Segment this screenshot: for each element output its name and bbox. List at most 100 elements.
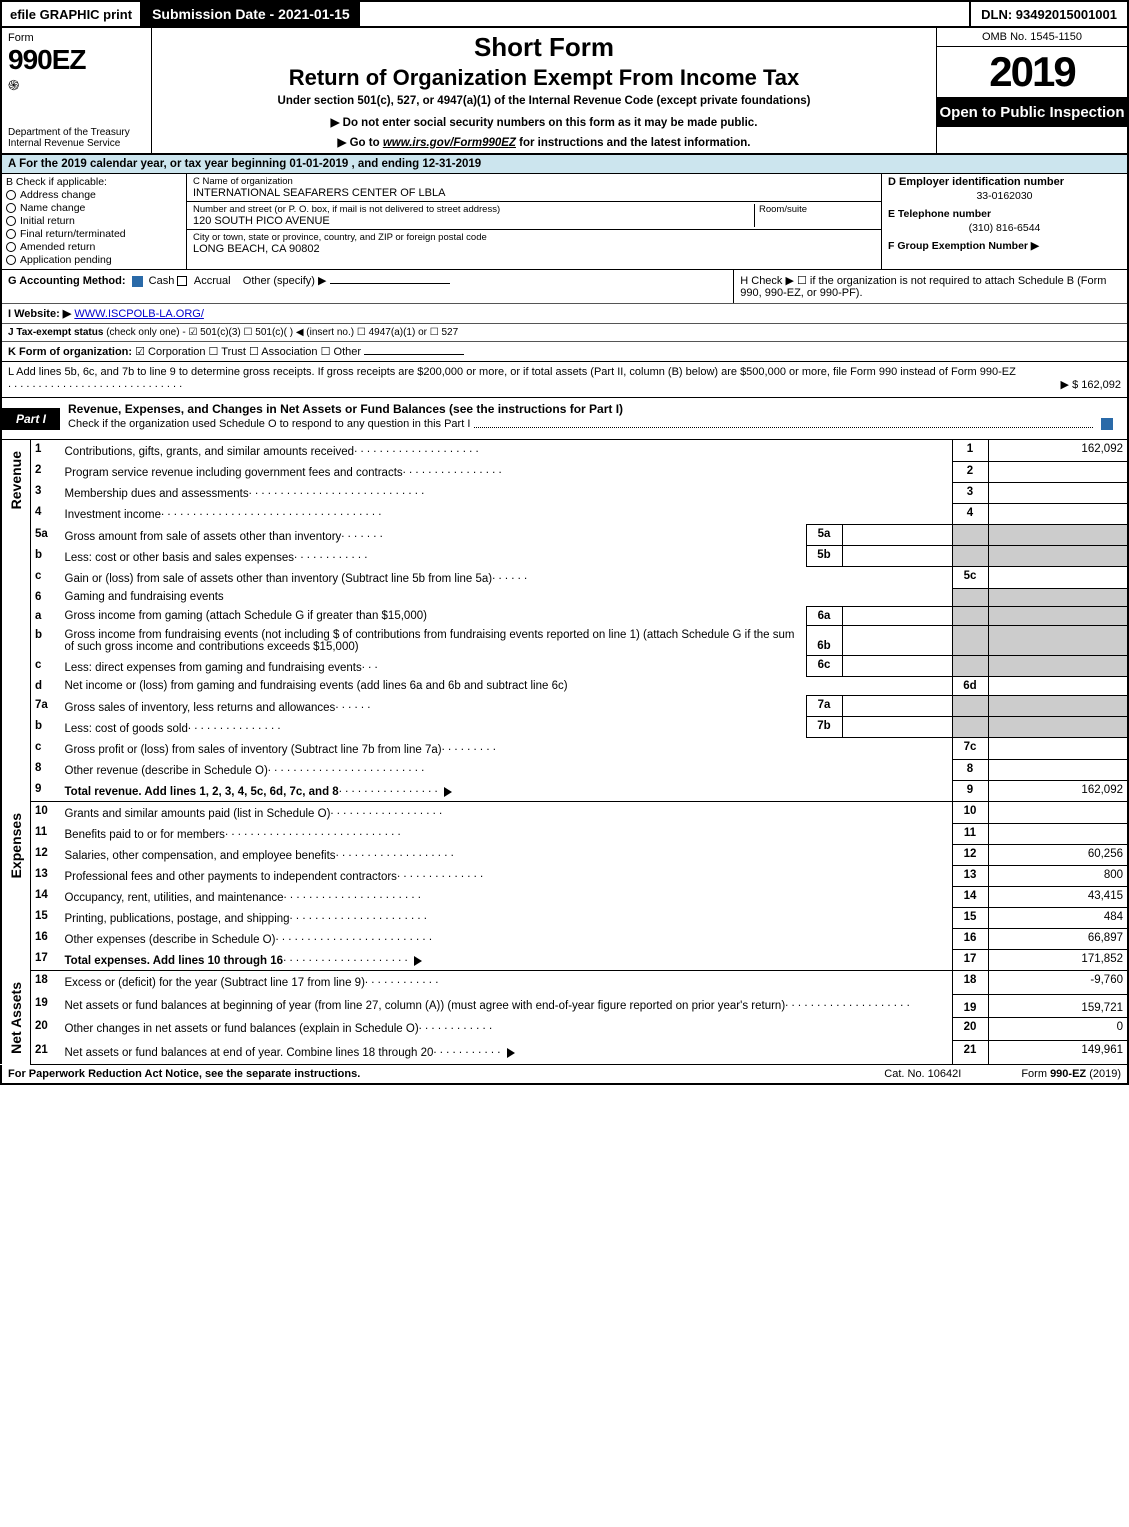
i-label: I Website: ▶: [8, 308, 71, 320]
topbar-spacer: [360, 2, 969, 26]
city-label: City or town, state or province, country…: [193, 232, 875, 243]
paperwork-notice: For Paperwork Reduction Act Notice, see …: [8, 1068, 824, 1080]
g-accrual-checkbox[interactable]: [177, 276, 187, 286]
schedule-o-checkbox[interactable]: [1101, 418, 1113, 430]
net-assets-side-label: Net Assets: [1, 971, 31, 1065]
form-header: Form 990EZ ֍ Department of the Treasury …: [0, 28, 1129, 155]
org-addr-row: Number and street (or P. O. box, if mail…: [187, 202, 881, 230]
goto-link[interactable]: www.irs.gov/Form990EZ: [383, 137, 516, 149]
group-exemption-row: F Group Exemption Number ▶: [882, 238, 1127, 254]
top-bar: efile GRAPHIC print Submission Date - 20…: [0, 0, 1129, 28]
g-cash-checkbox[interactable]: [132, 276, 143, 287]
irs-seal-icon: ֍: [8, 76, 145, 95]
city-value: LONG BEACH, CA 90802: [193, 243, 875, 255]
j-label: J Tax-exempt status: [8, 327, 103, 338]
addr-value: 120 SOUTH PICO AVENUE: [193, 215, 750, 227]
group-label: F Group Exemption Number ▶: [888, 240, 1039, 252]
box-c: C Name of organization INTERNATIONAL SEA…: [187, 174, 882, 269]
line-i: I Website: ▶ WWW.ISCPOLB-LA.ORG/: [2, 303, 1127, 323]
g-label: G Accounting Method:: [8, 275, 126, 287]
section-g-through-k: G Accounting Method: Cash Accrual Other …: [0, 270, 1129, 362]
open-to-public: Open to Public Inspection: [937, 98, 1127, 127]
total-revenue-value: 162,092: [988, 780, 1128, 802]
line-j: J Tax-exempt status (check only one) - ☑…: [2, 323, 1127, 341]
website-link[interactable]: WWW.ISCPOLB-LA.ORG/: [74, 308, 204, 320]
line-l: L Add lines 5b, 6c, and 7b to line 9 to …: [0, 362, 1129, 398]
header-mid: Short Form Return of Organization Exempt…: [152, 28, 937, 153]
line-g: G Accounting Method: Cash Accrual Other …: [2, 270, 733, 303]
j-text: (check only one) - ☑ 501(c)(3) ☐ 501(c)(…: [106, 327, 458, 338]
org-name-label: C Name of organization: [193, 176, 875, 187]
efile-label[interactable]: efile GRAPHIC print: [2, 2, 142, 26]
chk-application-pending[interactable]: Application pending: [6, 254, 182, 266]
g-cash-label: Cash: [149, 275, 175, 287]
entity-info-box: B Check if applicable: Address change Na…: [0, 174, 1129, 270]
tax-year: 2019: [937, 47, 1127, 98]
line-a-tax-year: A For the 2019 calendar year, or tax yea…: [0, 155, 1129, 174]
part-1-table: Revenue 1 Contributions, gifts, grants, …: [0, 440, 1129, 1065]
ein-label: D Employer identification number: [888, 176, 1121, 188]
total-expenses-value: 171,852: [988, 949, 1128, 971]
box-b: B Check if applicable: Address change Na…: [2, 174, 187, 269]
g-other-label: Other (specify) ▶: [243, 275, 327, 287]
form-word: Form: [8, 32, 145, 44]
dept-treasury: Department of the Treasury: [8, 127, 145, 138]
row-1-desc: Contributions, gifts, grants, and simila…: [61, 440, 953, 461]
k-text: ☑ Corporation ☐ Trust ☐ Association ☐ Ot…: [135, 346, 361, 358]
goto-pre: ▶ Go to: [338, 137, 383, 149]
dots: . . . . . . . . . . . . . . . . . . . . …: [8, 378, 182, 390]
part-1-check-text: Check if the organization used Schedule …: [68, 418, 470, 431]
page-footer: For Paperwork Reduction Act Notice, see …: [0, 1065, 1129, 1085]
header-right: OMB No. 1545-1150 2019 Open to Public In…: [937, 28, 1127, 153]
part-1-tag: Part I: [2, 408, 60, 430]
k-label: K Form of organization:: [8, 346, 132, 358]
goto-post: for instructions and the latest informat…: [519, 137, 750, 149]
chk-address-change[interactable]: Address change: [6, 189, 182, 201]
return-title: Return of Organization Exempt From Incom…: [158, 65, 930, 91]
line-l-amount: ▶ $ 162,092: [1061, 378, 1121, 391]
chk-amended-return[interactable]: Amended return: [6, 241, 182, 253]
part-1-header: Part I Revenue, Expenses, and Changes in…: [0, 398, 1129, 440]
under-section: Under section 501(c), 527, or 4947(a)(1)…: [158, 95, 930, 107]
short-form-title: Short Form: [158, 32, 930, 63]
form-number: 990EZ: [8, 44, 145, 76]
tel-row: E Telephone number (310) 816-6544: [882, 206, 1127, 238]
form-ref: Form 990-EZ (2019): [1021, 1068, 1121, 1080]
submission-date: Submission Date - 2021-01-15: [142, 2, 360, 26]
ein-value: 33-0162030: [888, 188, 1121, 204]
revenue-side-label: Revenue: [1, 440, 31, 802]
expenses-side-label: Expenses: [1, 802, 31, 971]
line-k: K Form of organization: ☑ Corporation ☐ …: [2, 341, 1127, 361]
part-1-title: Revenue, Expenses, and Changes in Net As…: [60, 398, 1127, 439]
chk-initial-return[interactable]: Initial return: [6, 215, 182, 227]
cat-no: Cat. No. 10642I: [884, 1068, 961, 1080]
org-name-row: C Name of organization INTERNATIONAL SEA…: [187, 174, 881, 202]
chk-name-change[interactable]: Name change: [6, 202, 182, 214]
row-1-rn: 1: [952, 440, 988, 461]
addr-label: Number and street (or P. O. box, if mail…: [193, 204, 750, 215]
irs-name: Internal Revenue Service: [8, 138, 145, 149]
row-1-val: 162,092: [988, 440, 1128, 461]
box-b-head: B Check if applicable:: [6, 176, 182, 188]
net-assets-eoy-value: 149,961: [988, 1041, 1128, 1065]
header-left: Form 990EZ ֍ Department of the Treasury …: [2, 28, 152, 153]
box-d-e-f: D Employer identification number 33-0162…: [882, 174, 1127, 269]
line-h: H Check ▶ ☐ if the organization is not r…: [733, 270, 1127, 303]
row-1-num: 1: [31, 440, 61, 461]
chk-final-return[interactable]: Final return/terminated: [6, 228, 182, 240]
arrow-icon: [507, 1048, 515, 1058]
arrow-icon: [414, 956, 422, 966]
ein-row: D Employer identification number 33-0162…: [882, 174, 1127, 206]
dln-label: DLN: 93492015001001: [969, 2, 1127, 26]
omb-number: OMB No. 1545-1150: [937, 28, 1127, 47]
room-suite-label: Room/suite: [755, 204, 875, 227]
ssn-warning: ▶ Do not enter social security numbers o…: [158, 115, 930, 129]
line-l-text: L Add lines 5b, 6c, and 7b to line 9 to …: [8, 366, 1016, 378]
org-city-row: City or town, state or province, country…: [187, 230, 881, 257]
arrow-icon: [444, 787, 452, 797]
tel-value: (310) 816-6544: [888, 220, 1121, 236]
tel-label: E Telephone number: [888, 208, 1121, 220]
goto-line: ▶ Go to www.irs.gov/Form990EZ for instru…: [158, 135, 930, 149]
org-name: INTERNATIONAL SEAFARERS CENTER OF LBLA: [193, 187, 875, 199]
g-accrual-label: Accrual: [194, 275, 231, 287]
